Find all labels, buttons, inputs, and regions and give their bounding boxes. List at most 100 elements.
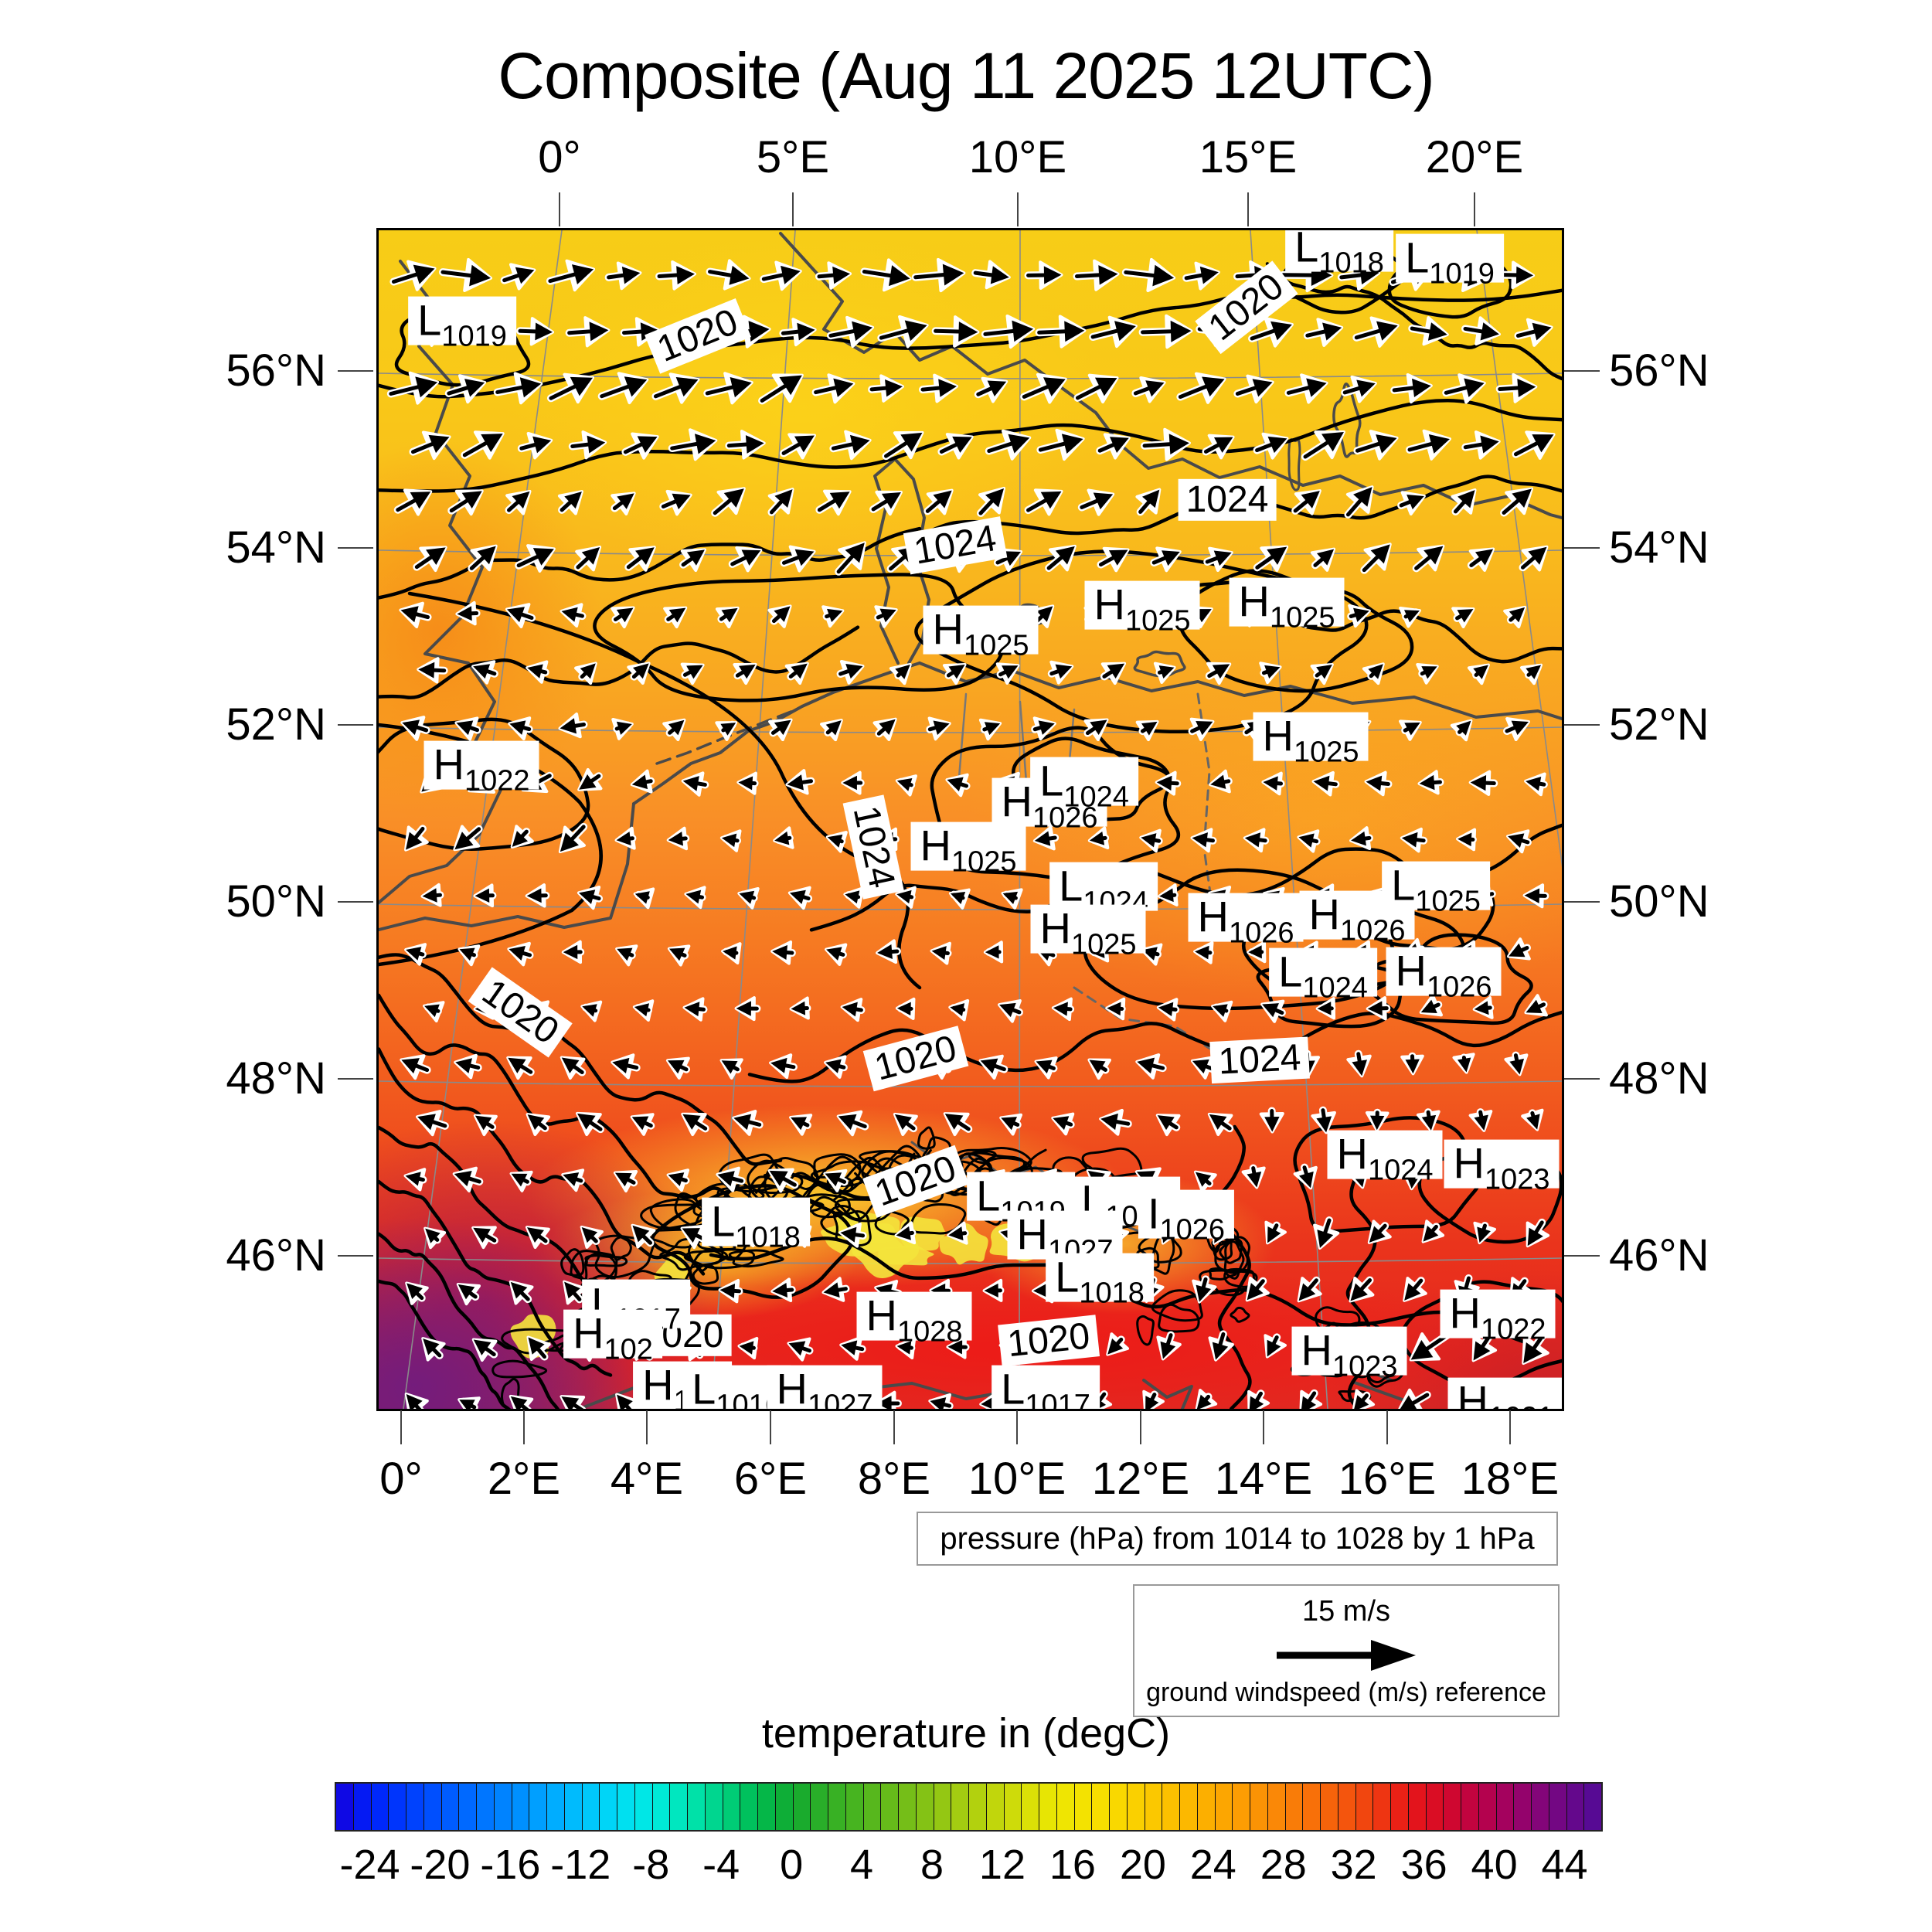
colorbar-cell xyxy=(863,1784,882,1830)
top-axis-tick-label: 0° xyxy=(538,132,581,182)
colorbar-cell xyxy=(1303,1784,1321,1830)
contour-value-label: 1020 xyxy=(468,967,573,1058)
right-axis-tick-label: 50°N xyxy=(1609,876,1709,927)
colorbar-cell xyxy=(1004,1784,1022,1830)
bottom-axis-tick-label: 18°E xyxy=(1461,1454,1560,1504)
colorbar-cell xyxy=(1321,1784,1338,1830)
pressure-center-label-h1024: H1024 xyxy=(1327,1130,1443,1185)
left-axis-tick xyxy=(338,1078,373,1080)
bottom-axis-tick xyxy=(1386,1410,1388,1444)
pressure-center-label-h1023: H1023 xyxy=(1291,1326,1407,1382)
bottom-axis-tick-label: 14°E xyxy=(1214,1454,1313,1504)
pressure-center-label-l1024: L1024 xyxy=(1269,947,1377,1003)
bottom-axis-tick xyxy=(1263,1410,1264,1444)
colorbar-tick-label: 0 xyxy=(780,1842,804,1888)
colorbar-cell xyxy=(899,1784,917,1830)
pressure-center-label-h1026: H1026 xyxy=(1386,947,1502,1002)
colorbar-tick-label: 4 xyxy=(850,1842,874,1888)
left-axis-tick-label: 50°N xyxy=(226,876,326,927)
bottom-axis-tick xyxy=(893,1410,895,1444)
top-axis-tick-label: 15°E xyxy=(1199,132,1298,182)
left-axis-tick-label: 52°N xyxy=(226,699,326,750)
colorbar-cell xyxy=(1285,1784,1304,1830)
top-axis-tick xyxy=(1017,192,1019,226)
left-axis-tick-label: 48°N xyxy=(226,1053,326,1104)
right-axis-tick-label: 52°N xyxy=(1609,699,1709,750)
right-axis-tick xyxy=(1564,724,1600,726)
left-axis-tick xyxy=(338,724,373,726)
colorbar-tick-label: -24 xyxy=(339,1842,400,1888)
colorbar-cell xyxy=(1478,1784,1497,1830)
left-axis-tick xyxy=(338,370,373,372)
colorbar-cell xyxy=(1566,1784,1585,1830)
pressure-center-label-l1024: L1024 xyxy=(1030,757,1138,812)
bottom-axis-tick-label: 6°E xyxy=(733,1454,808,1504)
colorbar-cell xyxy=(371,1784,389,1830)
colorbar-cell xyxy=(1127,1784,1145,1830)
colorbar-cell xyxy=(670,1784,688,1830)
colorbar-cell xyxy=(336,1784,354,1830)
colorbar-cell xyxy=(1233,1784,1250,1830)
colorbar-cell xyxy=(1056,1784,1075,1830)
pressure-center-label-h1026: H1026 xyxy=(1188,893,1304,948)
contour-value-label: 1020 xyxy=(1195,260,1298,355)
colorbar-cell xyxy=(1426,1784,1444,1830)
colorbar-cell xyxy=(740,1784,758,1830)
pressure-center-label-i1026: I1026 xyxy=(1138,1189,1235,1245)
wind-legend-speed: 15 m/s xyxy=(1301,1595,1391,1628)
colorbar-cell xyxy=(1338,1784,1356,1830)
bottom-axis-tick xyxy=(1140,1410,1141,1444)
colorbar-cell xyxy=(353,1784,372,1830)
colorbar-tick-label: -20 xyxy=(410,1842,471,1888)
wind-reference-arrow-icon xyxy=(1277,1640,1416,1671)
colorbar-cell xyxy=(477,1784,495,1830)
colorbar-cell xyxy=(1110,1784,1128,1830)
colorbar-tick-label: -8 xyxy=(632,1842,670,1888)
colorbar-cell xyxy=(828,1784,846,1830)
colorbar-cell xyxy=(758,1784,776,1830)
colorbar-cell xyxy=(441,1784,460,1830)
pressure-center-label-h1022: H1022 xyxy=(423,740,539,796)
contour-value-label: 1024 xyxy=(842,794,904,900)
colorbar-cell xyxy=(1408,1784,1427,1830)
colorbar-cell xyxy=(775,1784,794,1830)
left-axis-tick xyxy=(338,901,373,903)
pressure-center-label-h1026: H1026 xyxy=(1299,890,1415,946)
pressure-center-label-l1018: L1018 xyxy=(702,1197,810,1253)
pressure-center-label-l1018: L1018 xyxy=(1046,1253,1154,1308)
colorbar-tick-label: 16 xyxy=(1049,1842,1096,1888)
colorbar-tick-label: 36 xyxy=(1400,1842,1447,1888)
pressure-center-label-h1022: H1022 xyxy=(1440,1289,1556,1345)
colorbar-cell xyxy=(1039,1784,1057,1830)
bottom-axis-tick xyxy=(1016,1410,1018,1444)
colorbar-cell xyxy=(969,1784,987,1830)
bottom-axis-tick-label: 4°E xyxy=(610,1454,684,1504)
pressure-center-label-h1025: H1025 xyxy=(1229,577,1345,633)
contour-value-label: 1020 xyxy=(862,1145,969,1219)
top-axis-tick-label: 20°E xyxy=(1425,132,1524,182)
contour-value-label: 1020 xyxy=(862,1026,969,1092)
colorbar-cell xyxy=(881,1784,899,1830)
colorbar-cell xyxy=(1092,1784,1110,1830)
colorbar-cell xyxy=(1355,1784,1374,1830)
pressure-center-label-l1017: L1017 xyxy=(992,1365,1100,1409)
bottom-axis-tick xyxy=(770,1410,771,1444)
top-axis-tick xyxy=(1247,192,1249,226)
bottom-axis-tick xyxy=(523,1410,525,1444)
pressure-center-label-l1019: L1019 xyxy=(1396,233,1504,289)
bottom-axis-tick-label: 10°E xyxy=(968,1454,1066,1504)
colorbar-cell xyxy=(1496,1784,1515,1830)
colorbar-cell xyxy=(423,1784,442,1830)
bottom-axis-tick-label: 12°E xyxy=(1091,1454,1190,1504)
colorbar-cell xyxy=(1215,1784,1233,1830)
colorbar-tick-label: -12 xyxy=(550,1842,611,1888)
colorbar-cell xyxy=(1373,1784,1391,1830)
bottom-axis-tick xyxy=(646,1410,648,1444)
colorbar-cell xyxy=(1180,1784,1198,1830)
colorbar-cell xyxy=(723,1784,741,1830)
colorbar-cell xyxy=(1532,1784,1549,1830)
colorbar-tick-label: 40 xyxy=(1471,1842,1518,1888)
right-axis-tick xyxy=(1564,901,1600,903)
bottom-axis-tick-label: 8°E xyxy=(857,1454,931,1504)
colorbar-cell xyxy=(600,1784,617,1830)
